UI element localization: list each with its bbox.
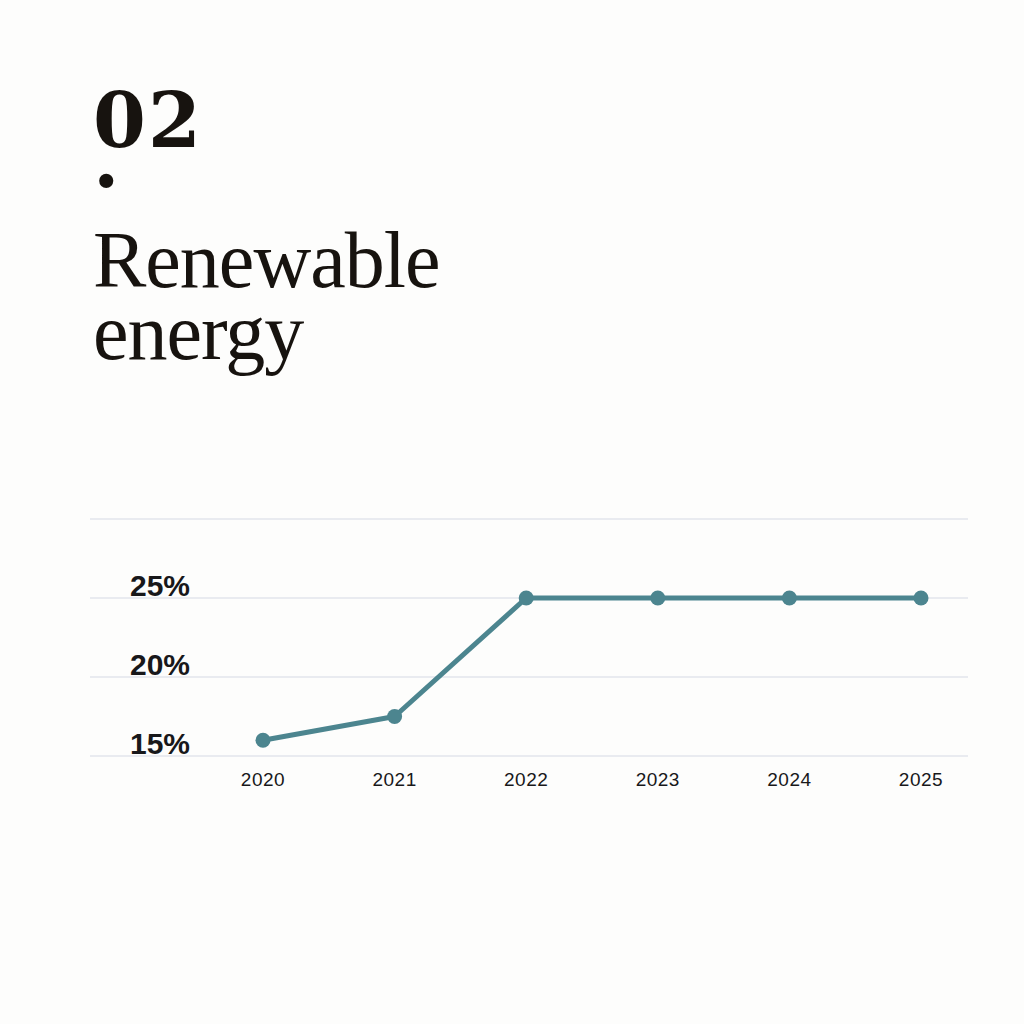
slide-page: 02 . Renewableenergy 25%20%15%2020202120… — [0, 0, 1024, 1024]
x-tick-label-2020: 2020 — [241, 769, 285, 790]
data-point-2023 — [650, 591, 665, 606]
data-point-2022 — [519, 591, 534, 606]
data-point-2021 — [387, 709, 402, 724]
data-point-2024 — [782, 591, 797, 606]
x-tick-label-2024: 2024 — [767, 769, 811, 790]
x-tick-label-2025: 2025 — [899, 769, 943, 790]
data-line — [263, 598, 921, 740]
x-tick-label-2023: 2023 — [636, 769, 680, 790]
data-point-2025 — [914, 591, 929, 606]
y-tick-label-25: 25% — [130, 569, 190, 602]
y-tick-label-15: 15% — [130, 727, 190, 760]
x-tick-label-2022: 2022 — [504, 769, 548, 790]
data-point-2020 — [256, 733, 271, 748]
x-tick-label-2021: 2021 — [372, 769, 416, 790]
y-tick-label-20: 20% — [130, 648, 190, 681]
renewable-energy-line-chart: 25% 20% 15% 2020 2021 2022 2023 2024 2025 — [0, 0, 1024, 1024]
